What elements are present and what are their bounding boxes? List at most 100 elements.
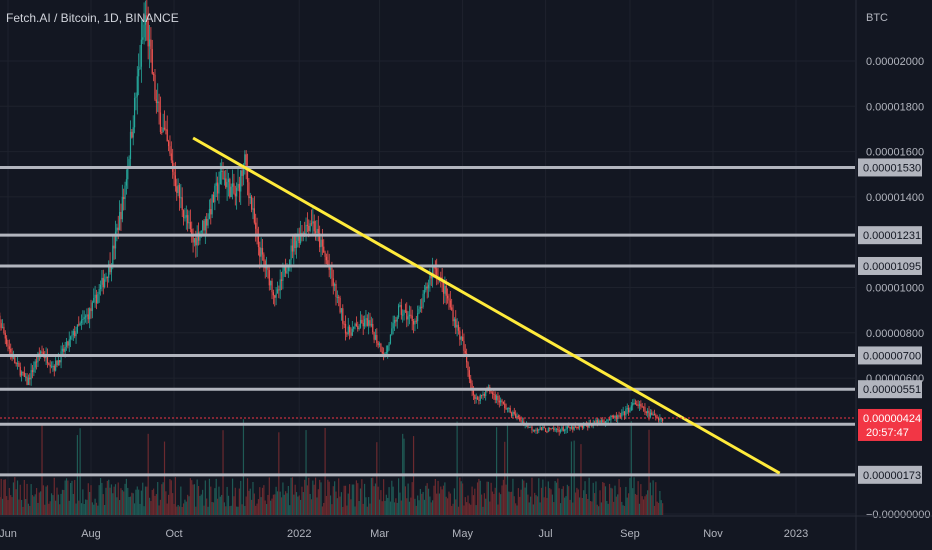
volume-bar <box>593 493 596 515</box>
candle-body <box>219 171 221 185</box>
candle-body <box>595 419 597 425</box>
volume-bar <box>592 482 594 515</box>
candle-body <box>110 265 113 273</box>
volume-bar <box>144 486 147 515</box>
volume-bar <box>482 506 484 515</box>
volume-bar <box>1 498 4 515</box>
volume-bar <box>550 489 552 515</box>
volume-bar <box>113 486 115 515</box>
volume-bar <box>30 484 32 515</box>
candle-body <box>558 430 560 432</box>
volume-bar <box>280 497 283 515</box>
candle-body <box>485 389 487 396</box>
candle-body <box>310 223 313 225</box>
volume-bar <box>600 502 602 515</box>
trendline-line[interactable] <box>192 136 781 475</box>
candle-body <box>596 419 598 424</box>
volume-bar <box>308 477 310 515</box>
volume-bar <box>6 496 8 515</box>
volume-bar <box>445 496 447 515</box>
volume-bar <box>553 502 555 515</box>
volume-bar <box>580 444 582 515</box>
volume-bar <box>56 487 58 515</box>
volume-bar <box>112 493 114 515</box>
candle-body <box>380 343 382 352</box>
candle-body <box>660 418 662 420</box>
price-axis[interactable]: 0.00002000 0.00001800 0.00001600 0.00001400… <box>0 56 931 521</box>
volume-bar <box>468 503 470 515</box>
candle-body <box>38 353 40 355</box>
candle-body <box>174 175 176 187</box>
candle-body <box>242 164 245 176</box>
candle-body <box>114 231 117 249</box>
volume-bar <box>568 486 570 515</box>
volume-bar <box>388 487 390 515</box>
candle-body <box>129 131 132 159</box>
candle-body <box>659 418 661 421</box>
volume-bar <box>61 489 64 515</box>
volume-bar <box>332 486 334 515</box>
volume-bar <box>608 483 611 515</box>
candle-body <box>392 323 394 329</box>
volume-bar <box>532 504 534 515</box>
candle-body <box>305 224 307 235</box>
volume-bar <box>617 494 619 515</box>
candle-body <box>55 360 57 371</box>
candle-body <box>127 166 129 180</box>
candle-body <box>415 320 417 322</box>
candle-body <box>621 412 623 417</box>
candle-body <box>568 426 570 428</box>
volume-bar <box>662 503 664 515</box>
candle-body <box>338 296 340 298</box>
volume-bar <box>154 495 156 515</box>
candle-body <box>267 265 269 271</box>
volume-bar <box>418 500 420 515</box>
volume-bar <box>41 424 43 515</box>
candle-body <box>373 332 375 340</box>
candle-body <box>603 421 605 423</box>
volume-bar <box>162 482 164 515</box>
volume-bar <box>576 487 578 515</box>
candle-body <box>225 178 227 188</box>
volume-bar <box>297 496 299 515</box>
candle-body <box>370 323 372 326</box>
candle-body <box>479 394 481 401</box>
candle-body <box>361 319 363 323</box>
volume-bar <box>150 501 152 515</box>
candle-body <box>630 405 632 411</box>
volume-bar <box>155 494 157 515</box>
volume-bar <box>587 498 589 515</box>
volume-bar <box>138 489 140 515</box>
volume-bar <box>173 503 175 515</box>
volume-bar <box>302 492 304 515</box>
candle-body <box>407 316 409 320</box>
volume-bar <box>225 506 227 515</box>
volume-bar <box>378 499 381 515</box>
candle-body <box>274 295 276 298</box>
volume-bar <box>606 500 608 515</box>
volume-bar <box>189 478 191 515</box>
candle-body <box>31 370 34 373</box>
volume-bar <box>223 502 225 515</box>
candle-body <box>153 73 155 75</box>
volume-bar <box>291 477 294 515</box>
volume-bar <box>140 490 142 515</box>
candle-body <box>289 259 291 267</box>
candle-body <box>363 319 366 327</box>
candle-body <box>53 365 55 371</box>
volume-bar <box>177 504 179 515</box>
candle-body <box>14 357 16 364</box>
volume-bar <box>68 500 70 515</box>
candle-body <box>10 348 12 353</box>
volume-bar <box>52 495 54 515</box>
volume-bar <box>640 484 642 515</box>
volume-bar <box>55 500 57 515</box>
candle-body <box>629 410 631 413</box>
volume-bar <box>391 480 393 515</box>
candle-body <box>271 280 273 293</box>
volume-bar <box>108 479 110 515</box>
volume-bar <box>79 428 81 515</box>
volume-bar <box>321 506 323 515</box>
